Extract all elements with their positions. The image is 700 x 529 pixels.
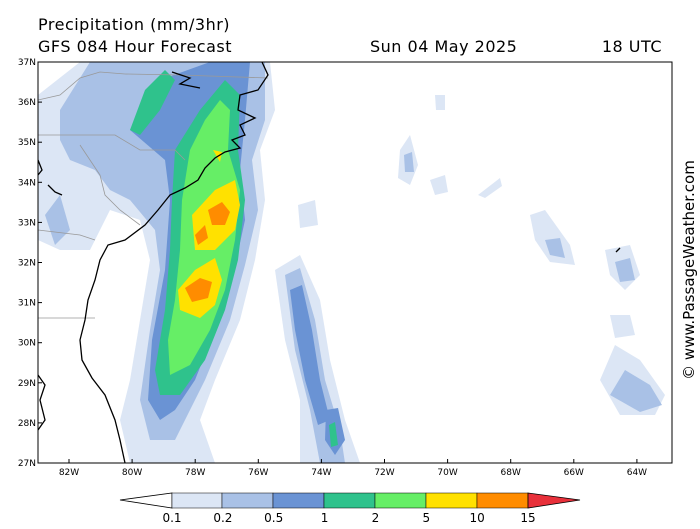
longitude-label: 76W bbox=[248, 468, 268, 478]
legend-label: 5 bbox=[422, 511, 430, 525]
legend-label: 2 bbox=[372, 511, 380, 525]
forecast-date: Sun 04 May 2025 bbox=[370, 37, 517, 56]
longitude-label: 64W bbox=[627, 468, 647, 478]
longitude-label: 82W bbox=[59, 468, 79, 478]
latitude-label: 30N bbox=[18, 339, 36, 349]
coastline bbox=[38, 62, 621, 463]
subtitle: GFS 084 Hour Forecast bbox=[38, 37, 232, 56]
longitude-label: 72W bbox=[374, 468, 394, 478]
map: 37N 36N 35N 34N 33N 32N 31N 30N 29N 28N 27N 82W 80W… bbox=[18, 58, 673, 478]
longitude-label: 70W bbox=[437, 468, 457, 478]
longitude-label: 80W bbox=[122, 468, 142, 478]
legend-label: 15 bbox=[520, 511, 535, 525]
legend-label: 10 bbox=[470, 511, 485, 525]
latitude-label: 36N bbox=[18, 98, 36, 108]
latitude-label: 33N bbox=[18, 218, 36, 228]
title: Precipitation (mm/3hr) bbox=[38, 15, 230, 34]
latitude-label: 31N bbox=[18, 299, 36, 309]
latitude-label: 27N bbox=[18, 459, 36, 469]
color-legend: 0.1 0.2 0.5 1 2 5 10 15 bbox=[119, 492, 581, 525]
legend-labels: 0.1 0.2 0.5 1 2 5 10 15 bbox=[162, 511, 535, 525]
precip-10-15 bbox=[185, 202, 230, 302]
longitude-label: 66W bbox=[564, 468, 584, 478]
longitude-labels: 82W 80W 78W 76W 74W 72W 70W 68W 66W 64W bbox=[59, 459, 647, 478]
latitude-label: 32N bbox=[18, 259, 36, 269]
latitude-label: 37N bbox=[18, 58, 36, 68]
latitude-label: 35N bbox=[18, 138, 36, 148]
longitude-label: 74W bbox=[311, 468, 331, 478]
latitude-label: 34N bbox=[18, 178, 36, 188]
legend-label: 1 bbox=[321, 511, 329, 525]
latitude-label: 28N bbox=[18, 419, 36, 429]
legend-label: 0.1 bbox=[162, 511, 181, 525]
latitude-labels: 37N 36N 35N 34N 33N 32N 31N 30N 29N 28N 27N bbox=[18, 58, 42, 469]
longitude-label: 78W bbox=[185, 468, 205, 478]
forecast-time: 18 UTC bbox=[602, 37, 662, 56]
watermark: © www.PassageWeather.com bbox=[680, 160, 698, 380]
longitude-label: 68W bbox=[501, 468, 521, 478]
legend-label: 0.2 bbox=[213, 511, 232, 525]
legend-label: 0.5 bbox=[264, 511, 283, 525]
latitude-label: 29N bbox=[18, 379, 36, 389]
